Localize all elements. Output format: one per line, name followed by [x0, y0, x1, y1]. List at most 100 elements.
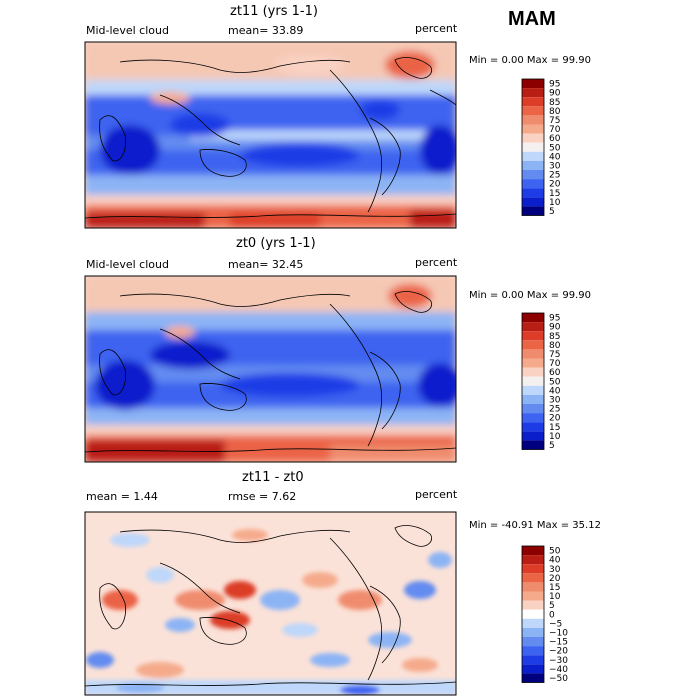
colorbar-swatch [522, 655, 544, 665]
colorbar-swatch [522, 97, 544, 107]
colorbar-tick-label: −40 [549, 665, 568, 675]
colorbar-tick-label: −20 [549, 647, 568, 657]
colorbar-swatch [522, 133, 544, 143]
colorbar-tick-label: 15 [549, 423, 560, 433]
colorbar-tick-label: 75 [549, 350, 560, 360]
colorbar-tick-label: 70 [549, 125, 561, 135]
panel1-title: zt11 (yrs 1-1) [230, 4, 318, 19]
colorbar-tick-label: 15 [549, 583, 560, 593]
colorbar-swatch [522, 609, 544, 619]
colorbar-tick-label: 20 [549, 180, 561, 190]
panel3-rmse-label: rmse = 7.62 [228, 490, 297, 503]
colorbar-tick-label: 60 [549, 134, 561, 144]
colorbar-swatch [522, 331, 544, 341]
colorbar-swatch [522, 197, 544, 207]
colorbar-tick-label: 25 [549, 405, 560, 415]
colorbar-tick-label: 50 [549, 547, 561, 557]
colorbar-swatch [522, 142, 544, 152]
colorbar-tick-label: 90 [549, 89, 561, 99]
colorbar-swatch [522, 322, 544, 332]
colorbar-swatch [522, 151, 544, 161]
colorbar-tick-label: 80 [549, 341, 561, 351]
colorbar-tick-label: 95 [549, 80, 560, 90]
colorbar-swatch [522, 394, 544, 404]
colorbar-tick-label: 80 [549, 107, 561, 117]
colorbar-swatch [522, 600, 544, 610]
colorbar-tick-label: −50 [549, 674, 568, 684]
colorbar-tick-label: 0 [549, 610, 555, 620]
colorbar-swatch [522, 637, 544, 647]
colorbar-tick-label: 90 [549, 323, 561, 333]
colorbar-swatch [522, 591, 544, 601]
panel1-map [85, 42, 456, 228]
colorbar-tick-label: 15 [549, 189, 560, 199]
colorbar-swatch [522, 179, 544, 189]
season-label: MAM [508, 8, 556, 30]
colorbar-swatch [522, 88, 544, 98]
colorbar-swatch [522, 160, 544, 170]
panel3-map [85, 512, 456, 695]
colorbar-tick-label: 70 [549, 359, 561, 369]
colorbar-border [521, 545, 545, 683]
colorbar-tick-label: −30 [549, 656, 568, 666]
panel1-coastlines [85, 57, 456, 219]
panel3-minmax: Min = -40.91 Max = 35.12 [469, 520, 601, 531]
colorbar-tick-label: 40 [549, 556, 561, 566]
colorbar-swatch [522, 367, 544, 377]
colorbar-tick-label: 10 [549, 198, 561, 208]
panel1-frame [84, 41, 457, 229]
panel3-frame [84, 511, 457, 696]
colorbar-tick-label: 10 [549, 432, 561, 442]
colorbar-tick-label: −10 [549, 628, 568, 638]
colorbar-swatch [522, 206, 544, 216]
panel3-mean-label: mean = 1.44 [86, 490, 158, 503]
panel1-mean-label: mean= 33.89 [228, 24, 304, 37]
colorbar-tick-label: 50 [549, 377, 561, 387]
colorbar-tick-label: −5 [549, 619, 562, 629]
colorbar-tick-label: 95 [549, 314, 560, 324]
colorbar-tick-label: 5 [549, 601, 555, 611]
colorbar-swatch [522, 555, 544, 565]
colorbar-tick-label: 10 [549, 592, 561, 602]
colorbar-tick-label: −15 [549, 638, 568, 648]
colorbar-swatch [522, 422, 544, 432]
panel3-title: zt11 - zt0 [242, 470, 304, 485]
panel2-frame [84, 275, 457, 463]
panel2-variable-label: Mid-level cloud [86, 258, 169, 271]
colorbar-tick-label: 30 [549, 161, 561, 171]
colorbar-swatch [522, 618, 544, 628]
panel2-minmax: Min = 0.00 Max = 99.90 [469, 290, 591, 301]
colorbar-swatch [522, 188, 544, 198]
colorbar-tick-label: 85 [549, 98, 560, 108]
colorbar-swatch [522, 413, 544, 423]
colorbar-swatch [522, 627, 544, 637]
colorbar-swatch [522, 349, 544, 359]
colorbar-swatch [522, 573, 544, 583]
panel1-units-label: percent [415, 22, 458, 35]
colorbar-swatch [522, 646, 544, 656]
colorbar-border [521, 312, 545, 450]
colorbar-swatch [522, 385, 544, 395]
colorbar-tick-label: 5 [549, 207, 555, 217]
colorbar-swatch [522, 564, 544, 574]
colorbar-swatch [522, 79, 544, 89]
panel3-coastlines [85, 525, 456, 687]
panel2-coastlines [85, 291, 456, 453]
colorbar-tick-label: 50 [549, 143, 561, 153]
panel2-mean-label: mean= 32.45 [228, 258, 304, 271]
colorbar-swatch [522, 313, 544, 323]
colorbar-swatch [522, 404, 544, 414]
panel3-units-label: percent [415, 488, 458, 501]
colorbar-tick-label: 30 [549, 395, 561, 405]
panel2-title: zt0 (yrs 1-1) [236, 236, 316, 251]
colorbar-tick-label: 85 [549, 332, 560, 342]
panel2-map [85, 276, 456, 462]
colorbar-border [521, 78, 545, 216]
colorbar-tick-label: 60 [549, 368, 561, 378]
colorbar-swatch [522, 546, 544, 556]
panel2-units-label: percent [415, 256, 458, 269]
